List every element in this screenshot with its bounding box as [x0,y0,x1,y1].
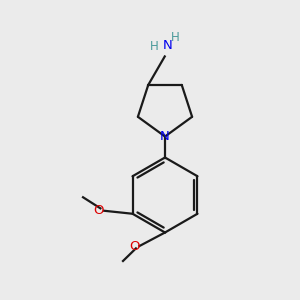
Text: N: N [160,130,170,143]
Text: N: N [162,39,172,52]
Text: O: O [129,239,140,253]
Text: H: H [149,40,158,53]
Text: O: O [94,204,104,217]
Text: H: H [171,31,180,44]
